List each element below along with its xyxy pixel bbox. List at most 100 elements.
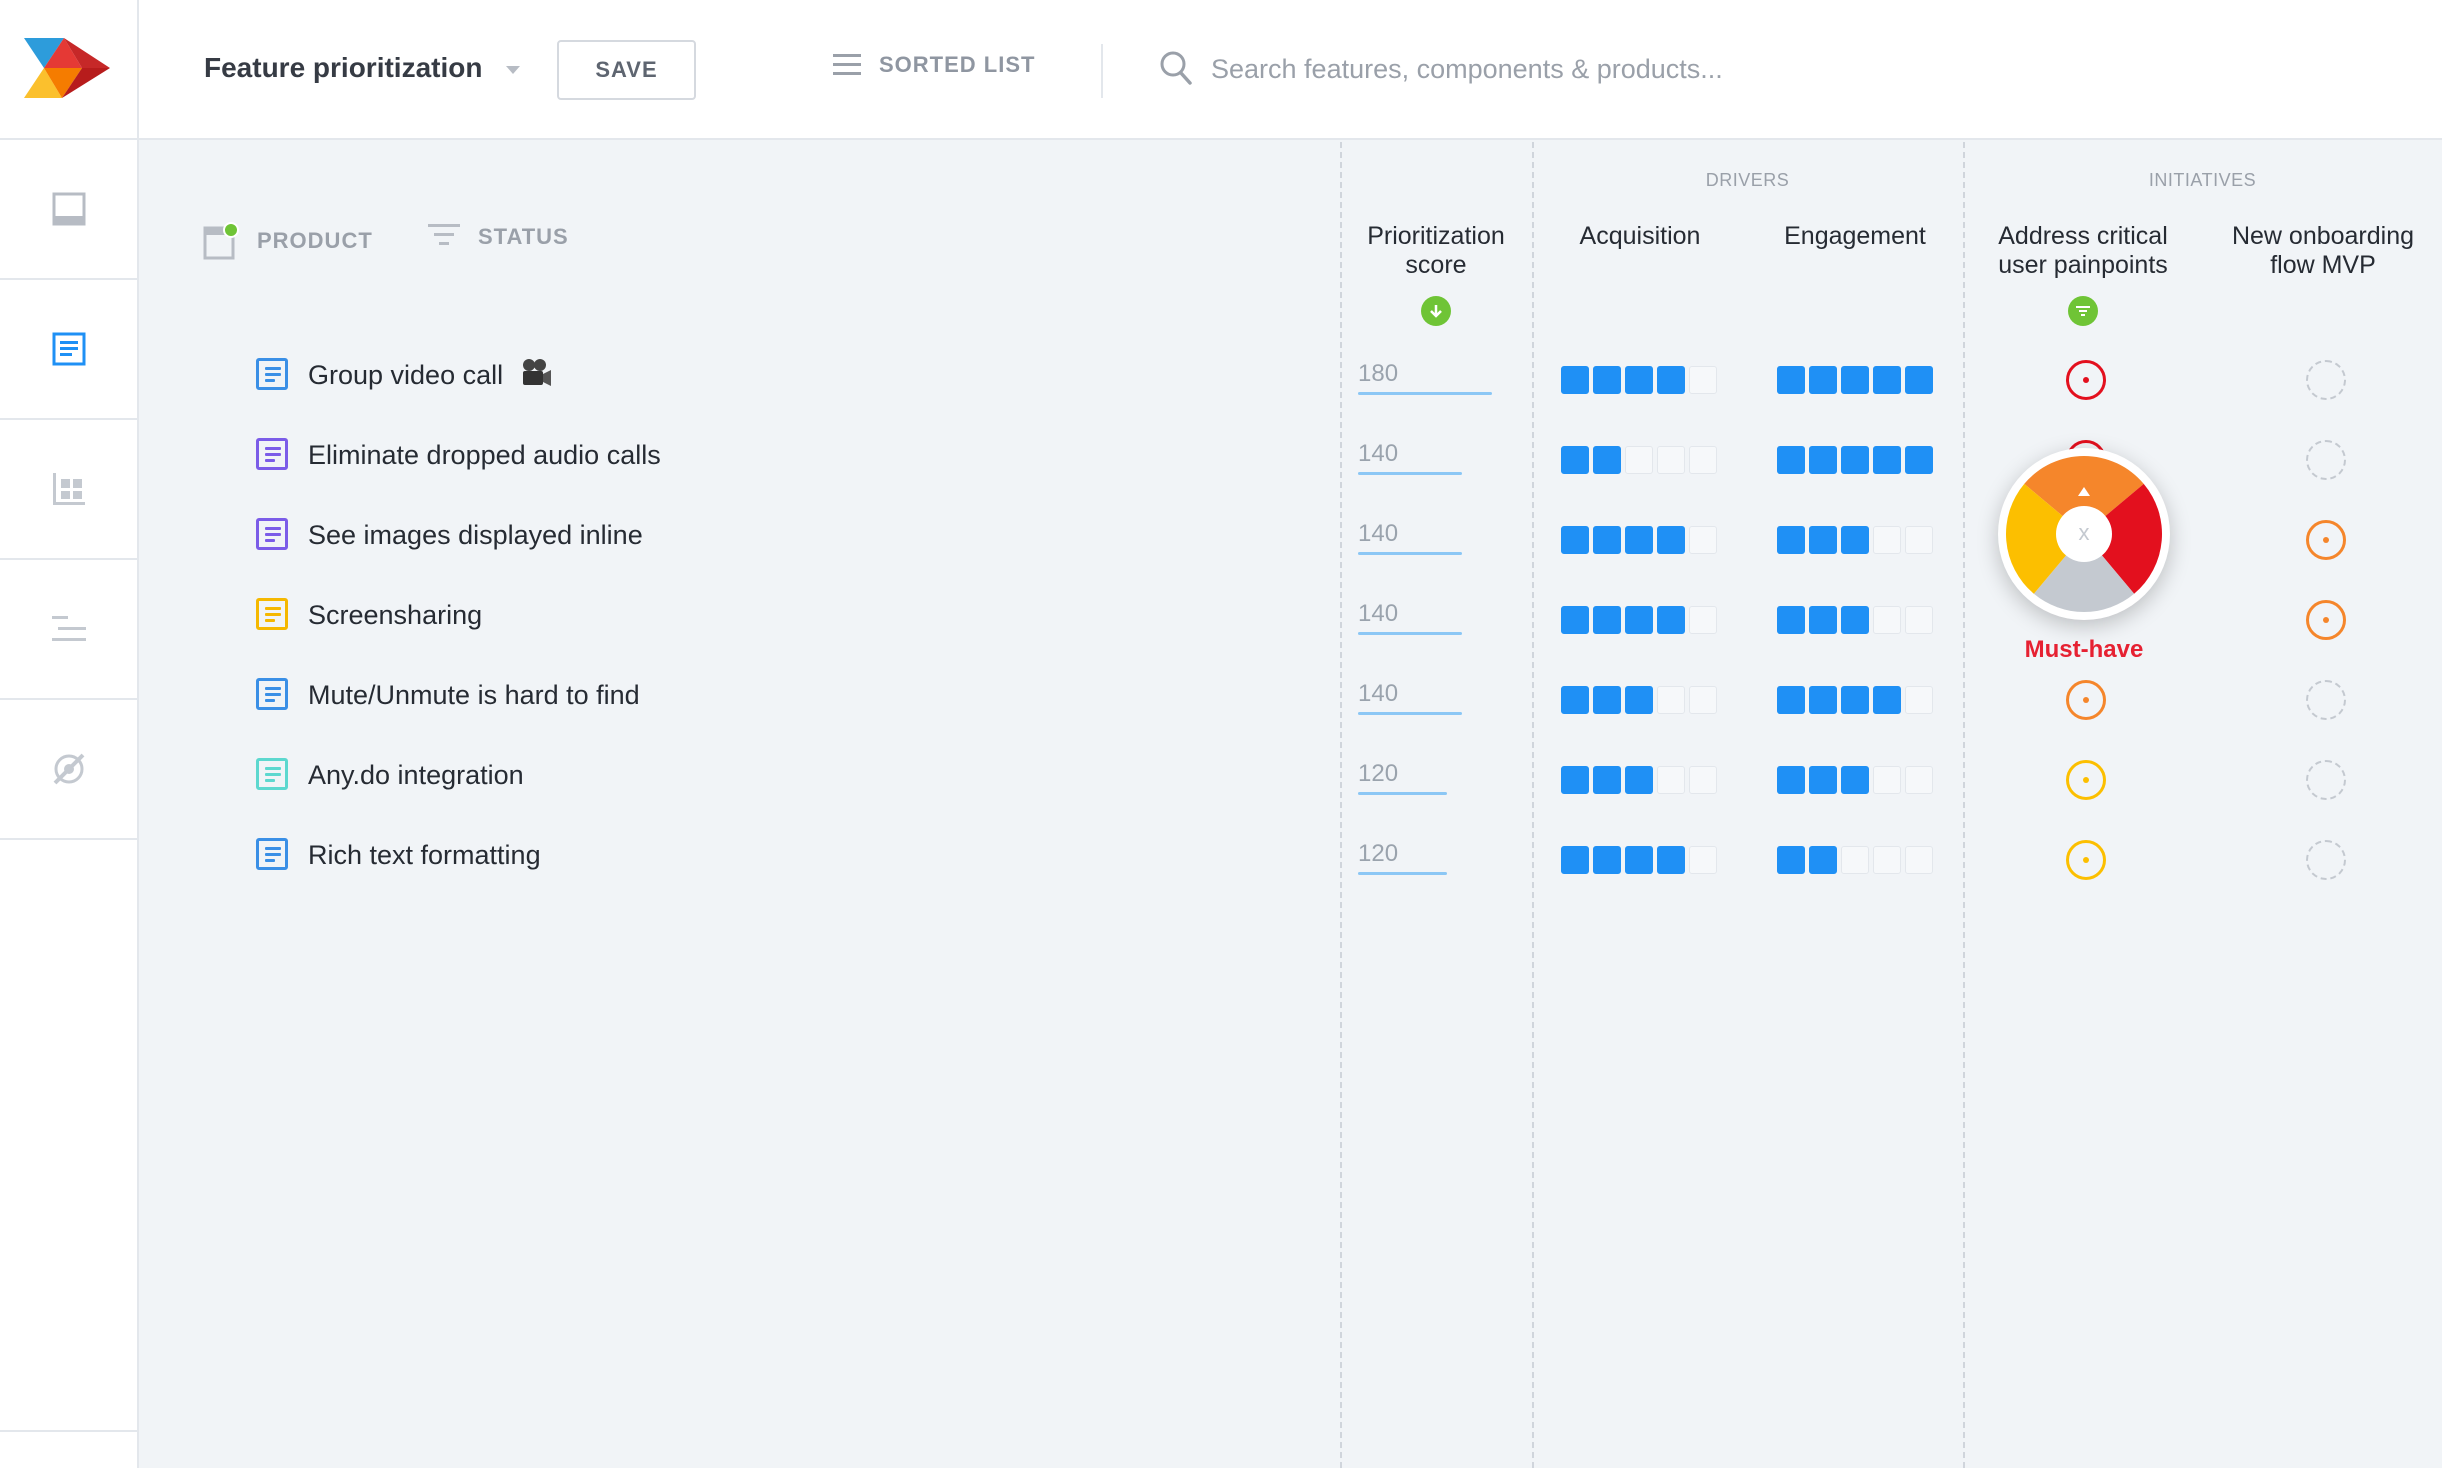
score-block[interactable] bbox=[1625, 526, 1653, 554]
page-title[interactable]: Feature prioritization bbox=[204, 52, 483, 83]
score-block[interactable] bbox=[1689, 446, 1717, 474]
score-block[interactable] bbox=[1689, 366, 1717, 394]
engagement-score[interactable] bbox=[1777, 686, 1933, 714]
feature-name[interactable]: Screensharing bbox=[308, 600, 483, 630]
score-block[interactable] bbox=[1777, 526, 1805, 554]
score-block[interactable] bbox=[1905, 606, 1933, 634]
save-button[interactable]: SAVE bbox=[557, 40, 696, 100]
score-block[interactable] bbox=[1689, 846, 1717, 874]
score-block[interactable] bbox=[1561, 366, 1589, 394]
acquisition-score[interactable] bbox=[1561, 766, 1717, 794]
sidebar-item-inbox[interactable] bbox=[0, 140, 137, 280]
score-block[interactable] bbox=[1841, 446, 1869, 474]
score-block[interactable] bbox=[1561, 846, 1589, 874]
table-row[interactable]: Rich text formatting 120 bbox=[250, 820, 2400, 880]
sidebar-item-features[interactable] bbox=[0, 280, 137, 420]
score-block[interactable] bbox=[1873, 526, 1901, 554]
score-block[interactable] bbox=[1809, 526, 1837, 554]
acquisition-score[interactable] bbox=[1561, 686, 1717, 714]
score-block[interactable] bbox=[1593, 686, 1621, 714]
engagement-score[interactable] bbox=[1777, 366, 1933, 394]
acquisition-score[interactable] bbox=[1561, 606, 1717, 634]
acquisition-score[interactable] bbox=[1561, 846, 1717, 874]
score-block[interactable] bbox=[1657, 366, 1685, 394]
score-block[interactable] bbox=[1593, 446, 1621, 474]
sort-descending-icon[interactable] bbox=[1421, 296, 1451, 326]
painpoints-importance[interactable] bbox=[2066, 760, 2106, 800]
onboarding-importance[interactable] bbox=[2306, 520, 2346, 560]
acquisition-column-header[interactable]: Acquisition bbox=[1579, 222, 1701, 250]
score-block[interactable] bbox=[1777, 606, 1805, 634]
score-block[interactable] bbox=[1905, 526, 1933, 554]
table-row[interactable]: Eliminate dropped audio calls 140 bbox=[250, 420, 2400, 480]
feature-name[interactable]: Any.do integration bbox=[308, 760, 524, 790]
score-block[interactable] bbox=[1809, 606, 1837, 634]
score-block[interactable] bbox=[1593, 766, 1621, 794]
score-block[interactable] bbox=[1657, 526, 1685, 554]
feature-name[interactable]: Group video call bbox=[308, 360, 504, 390]
score-block[interactable] bbox=[1873, 766, 1901, 794]
score-block[interactable] bbox=[1777, 846, 1805, 874]
score-block[interactable] bbox=[1873, 606, 1901, 634]
score-block[interactable] bbox=[1841, 366, 1869, 394]
score-block[interactable] bbox=[1841, 526, 1869, 554]
score-block[interactable] bbox=[1689, 526, 1717, 554]
painpoints-column-header[interactable]: Address critical user painpoints bbox=[1998, 222, 2168, 279]
score-block[interactable] bbox=[1593, 526, 1621, 554]
feature-name[interactable]: Rich text formatting bbox=[308, 840, 541, 870]
score-block[interactable] bbox=[1593, 366, 1621, 394]
score-block[interactable] bbox=[1625, 606, 1653, 634]
onboarding-column-header[interactable]: New onboarding flow MVP bbox=[2231, 222, 2415, 279]
score-block[interactable] bbox=[1905, 446, 1933, 474]
sidebar-item-hidden[interactable] bbox=[0, 700, 137, 840]
chevron-down-icon[interactable] bbox=[506, 66, 520, 74]
status-filter[interactable]: STATUS bbox=[428, 222, 569, 252]
onboarding-importance[interactable] bbox=[2306, 760, 2346, 800]
important-segment[interactable] bbox=[2006, 483, 2084, 594]
score-block[interactable] bbox=[1777, 446, 1805, 474]
score-block[interactable] bbox=[1561, 446, 1589, 474]
engagement-score[interactable] bbox=[1777, 606, 1933, 634]
score-block[interactable] bbox=[1905, 766, 1933, 794]
score-block[interactable] bbox=[1873, 846, 1901, 874]
score-block[interactable] bbox=[1625, 686, 1653, 714]
view-switcher[interactable]: SORTED LIST bbox=[833, 52, 1035, 78]
engagement-score[interactable] bbox=[1777, 766, 1933, 794]
score-block[interactable] bbox=[1809, 766, 1837, 794]
score-block[interactable] bbox=[1657, 766, 1685, 794]
score-block[interactable] bbox=[1689, 606, 1717, 634]
sidebar-item-roadmap[interactable] bbox=[0, 560, 137, 700]
score-block[interactable] bbox=[1625, 446, 1653, 474]
score-block[interactable] bbox=[1625, 766, 1653, 794]
score-block[interactable] bbox=[1809, 846, 1837, 874]
engagement-score[interactable] bbox=[1777, 526, 1933, 554]
score-block[interactable] bbox=[1593, 846, 1621, 874]
score-block[interactable] bbox=[1777, 366, 1805, 394]
app-logo[interactable] bbox=[0, 0, 137, 140]
score-block[interactable] bbox=[1905, 366, 1933, 394]
score-block[interactable] bbox=[1873, 446, 1901, 474]
not-important-segment[interactable] bbox=[2033, 534, 2135, 612]
table-row[interactable]: Group video call 180 bbox=[250, 340, 2400, 400]
score-block[interactable] bbox=[1593, 606, 1621, 634]
score-column-header[interactable]: Prioritization score bbox=[1367, 222, 1505, 279]
score-block[interactable] bbox=[1809, 446, 1837, 474]
score-block[interactable] bbox=[1657, 446, 1685, 474]
painpoints-importance[interactable] bbox=[2066, 840, 2106, 880]
score-block[interactable] bbox=[1841, 686, 1869, 714]
score-block[interactable] bbox=[1625, 366, 1653, 394]
feature-name[interactable]: Eliminate dropped audio calls bbox=[308, 440, 661, 470]
score-block[interactable] bbox=[1873, 366, 1901, 394]
onboarding-importance[interactable] bbox=[2306, 840, 2346, 880]
engagement-score[interactable] bbox=[1777, 446, 1933, 474]
score-block[interactable] bbox=[1561, 686, 1589, 714]
acquisition-score[interactable] bbox=[1561, 526, 1717, 554]
onboarding-importance[interactable] bbox=[2306, 680, 2346, 720]
table-row[interactable]: See images displayed inline 140 bbox=[250, 500, 2400, 560]
product-filter[interactable]: PRODUCT bbox=[203, 222, 373, 260]
painpoints-importance[interactable] bbox=[2066, 360, 2106, 400]
score-block[interactable] bbox=[1561, 526, 1589, 554]
score-block[interactable] bbox=[1809, 686, 1837, 714]
feature-name[interactable]: See images displayed inline bbox=[308, 520, 643, 550]
search-input[interactable] bbox=[1211, 44, 2011, 94]
